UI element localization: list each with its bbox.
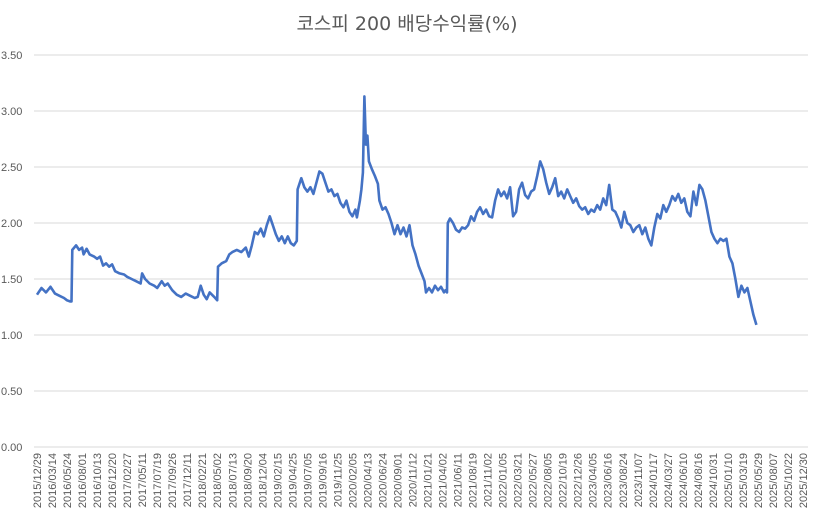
x-tick-label: 2022/05/27 <box>528 453 540 508</box>
gridlines <box>34 54 808 448</box>
x-tick-label: 2020/04/13 <box>362 453 374 508</box>
x-tick-label: 2022/03/21 <box>513 453 525 508</box>
y-tick-label: 3.00 <box>1 106 22 118</box>
x-tick-label: 2019/04/25 <box>287 453 299 508</box>
x-tick-label: 2021/08/19 <box>468 453 480 508</box>
y-tick-label: 0.00 <box>1 442 22 454</box>
x-tick-label: 2019/02/15 <box>272 453 284 508</box>
dividend-yield-line <box>35 95 758 326</box>
x-tick-label: 2021/04/02 <box>438 453 450 508</box>
x-tick-label: 2019/11/25 <box>332 453 344 507</box>
x-tick-label: 2022/10/19 <box>558 453 570 508</box>
y-tick-label: 2.00 <box>1 218 22 230</box>
y-tick-label: 1.50 <box>1 274 22 286</box>
x-tick-label: 2016/10/13 <box>92 453 104 508</box>
x-tick-label: 2025/08/07 <box>768 453 780 508</box>
x-tick-label: 2017/12/11 <box>182 453 194 507</box>
x-tick-label: 2025/12/30 <box>798 453 810 508</box>
x-tick-label: 2024/06/10 <box>678 453 690 508</box>
x-tick-label: 2020/09/01 <box>392 453 404 508</box>
x-tick-label: 2024/03/27 <box>663 453 675 508</box>
x-tick-label: 2023/06/16 <box>603 453 615 508</box>
x-tick-label: 2021/11/02 <box>483 453 495 507</box>
x-tick-label: 2022/12/26 <box>573 453 585 508</box>
x-tick-label: 2025/10/22 <box>783 453 795 508</box>
x-tick-label: 2017/09/26 <box>167 453 179 508</box>
x-tick-label: 2023/08/24 <box>618 453 630 508</box>
x-tick-label: 2024/08/16 <box>693 453 705 508</box>
x-tick-label: 2025/03/19 <box>738 453 750 508</box>
x-tick-label: 2024/10/31 <box>708 453 720 508</box>
x-tick-label: 2018/05/02 <box>212 453 224 508</box>
x-tick-label: 2019/07/05 <box>302 453 314 508</box>
x-tick-label: 2025/05/29 <box>753 453 765 508</box>
x-tick-label: 2020/02/05 <box>347 453 359 508</box>
x-tick-label: 2016/12/20 <box>107 453 119 508</box>
x-tick-label: 2017/05/11 <box>137 453 149 507</box>
x-tick-label: 2020/11/12 <box>407 453 419 507</box>
x-tick-label: 2018/07/13 <box>227 453 239 508</box>
x-tick-label: 2017/02/27 <box>122 453 134 508</box>
x-tick-label: 2021/06/11 <box>453 453 465 507</box>
x-tick-label: 2021/01/21 <box>423 453 435 508</box>
x-tick-label: 2016/03/14 <box>47 453 59 508</box>
x-tick-label: 2016/05/24 <box>62 453 74 508</box>
x-tick-label: 2017/07/19 <box>152 453 164 508</box>
chart-title: 코스피 200 배당수익률(%) <box>296 13 518 35</box>
y-tick-label: 2.50 <box>1 162 22 174</box>
x-tick-label: 2023/11/07 <box>633 453 645 507</box>
x-tick-label: 2018/02/21 <box>197 453 209 508</box>
x-tick-label: 2022/01/05 <box>498 453 510 508</box>
y-tick-label: 1.00 <box>1 330 22 342</box>
x-tick-label: 2022/08/05 <box>543 453 555 508</box>
x-tick-label: 2019/09/16 <box>317 453 329 508</box>
x-tick-label: 2015/12/29 <box>32 453 44 508</box>
x-tick-label: 2023/04/05 <box>588 453 600 508</box>
x-tick-label: 2025/01/10 <box>723 453 735 508</box>
x-tick-label: 2020/06/24 <box>377 453 389 508</box>
x-tick-label: 2018/09/20 <box>242 453 254 508</box>
y-axis-labels: 0.00 0.50 1.00 1.50 2.00 2.50 3.00 3.50 <box>1 50 22 454</box>
x-axis-labels: 2015/12/29 2016/03/14 2016/05/24 2016/08/01… <box>32 453 810 508</box>
y-tick-label: 0.50 <box>1 386 22 398</box>
x-tick-label: 2024/01/17 <box>648 453 660 508</box>
y-tick-label: 3.50 <box>1 50 22 62</box>
x-tick-label: 2018/12/04 <box>257 453 269 508</box>
x-tick-label: 2016/08/01 <box>77 453 89 508</box>
